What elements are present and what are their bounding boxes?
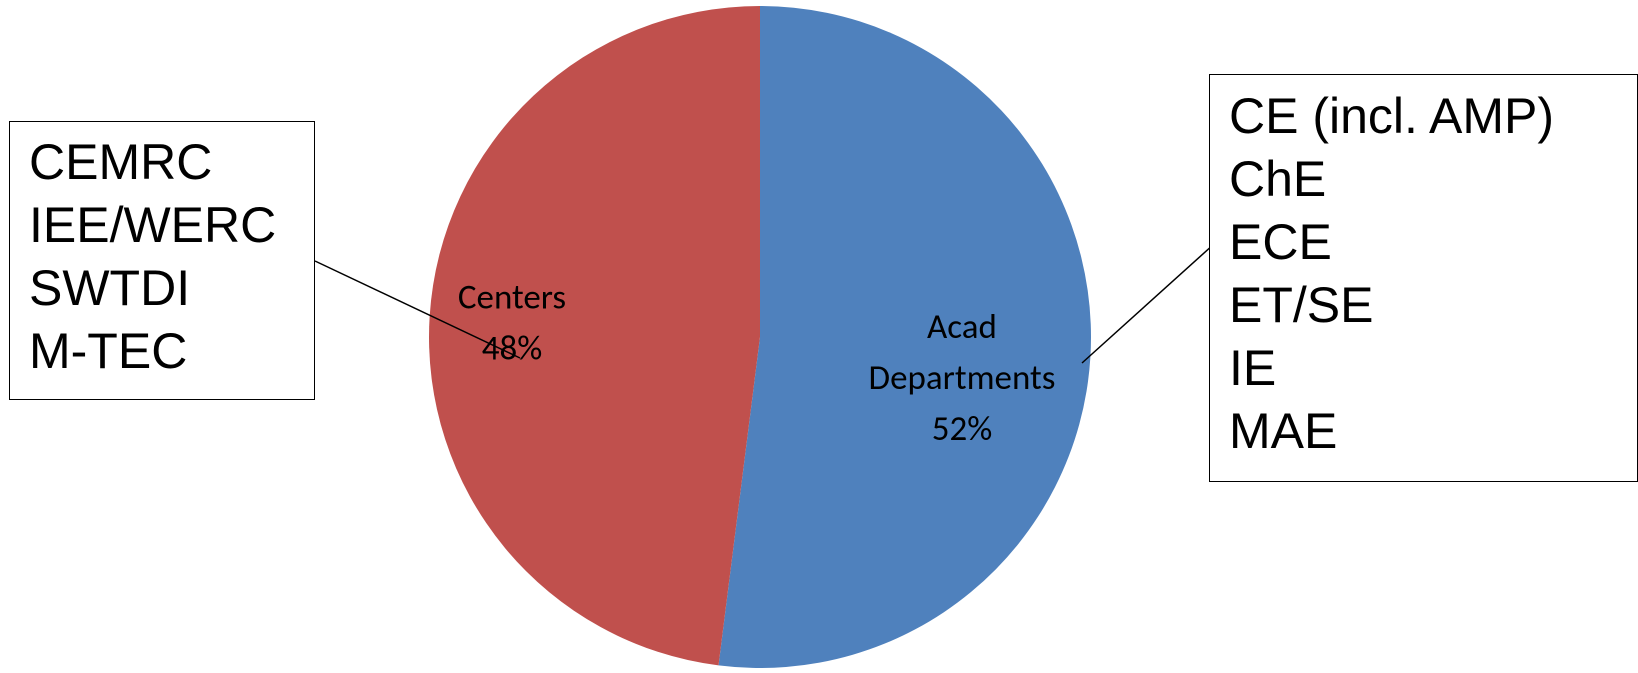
callout-item: ChE bbox=[1229, 151, 1327, 207]
centers-callout-box: CEMRC IEE/WERC SWTDI M-TEC bbox=[9, 121, 315, 400]
callout-item: CE (incl. AMP) bbox=[1229, 88, 1555, 144]
slice-label-acad-departments: Acad Departments 52% bbox=[869, 306, 1056, 450]
callout-item: SWTDI bbox=[29, 260, 191, 316]
callout-item: ECE bbox=[1229, 214, 1332, 270]
pie-slices bbox=[429, 6, 1092, 668]
callout-item: IE bbox=[1229, 340, 1277, 396]
callout-item: ET/SE bbox=[1229, 277, 1374, 333]
callout-item: CEMRC bbox=[29, 134, 213, 190]
leader-line-departments bbox=[1081, 234, 1225, 364]
departments-callout-box: CE (incl. AMP) ChE ECE ET/SE IE MAE bbox=[1209, 74, 1638, 482]
pie-slice-acad-departments bbox=[718, 6, 1092, 668]
callout-item: IEE/WERC bbox=[29, 197, 277, 253]
slice-labels: Acad Departments 52% Centers 48% bbox=[458, 277, 1056, 451]
leader-line-centers bbox=[314, 260, 521, 359]
callout-item: MAE bbox=[1229, 403, 1338, 459]
callout-item: M-TEC bbox=[29, 323, 188, 379]
pie-slice-centers bbox=[429, 6, 760, 666]
slice-label-centers: Centers 48% bbox=[458, 277, 566, 370]
